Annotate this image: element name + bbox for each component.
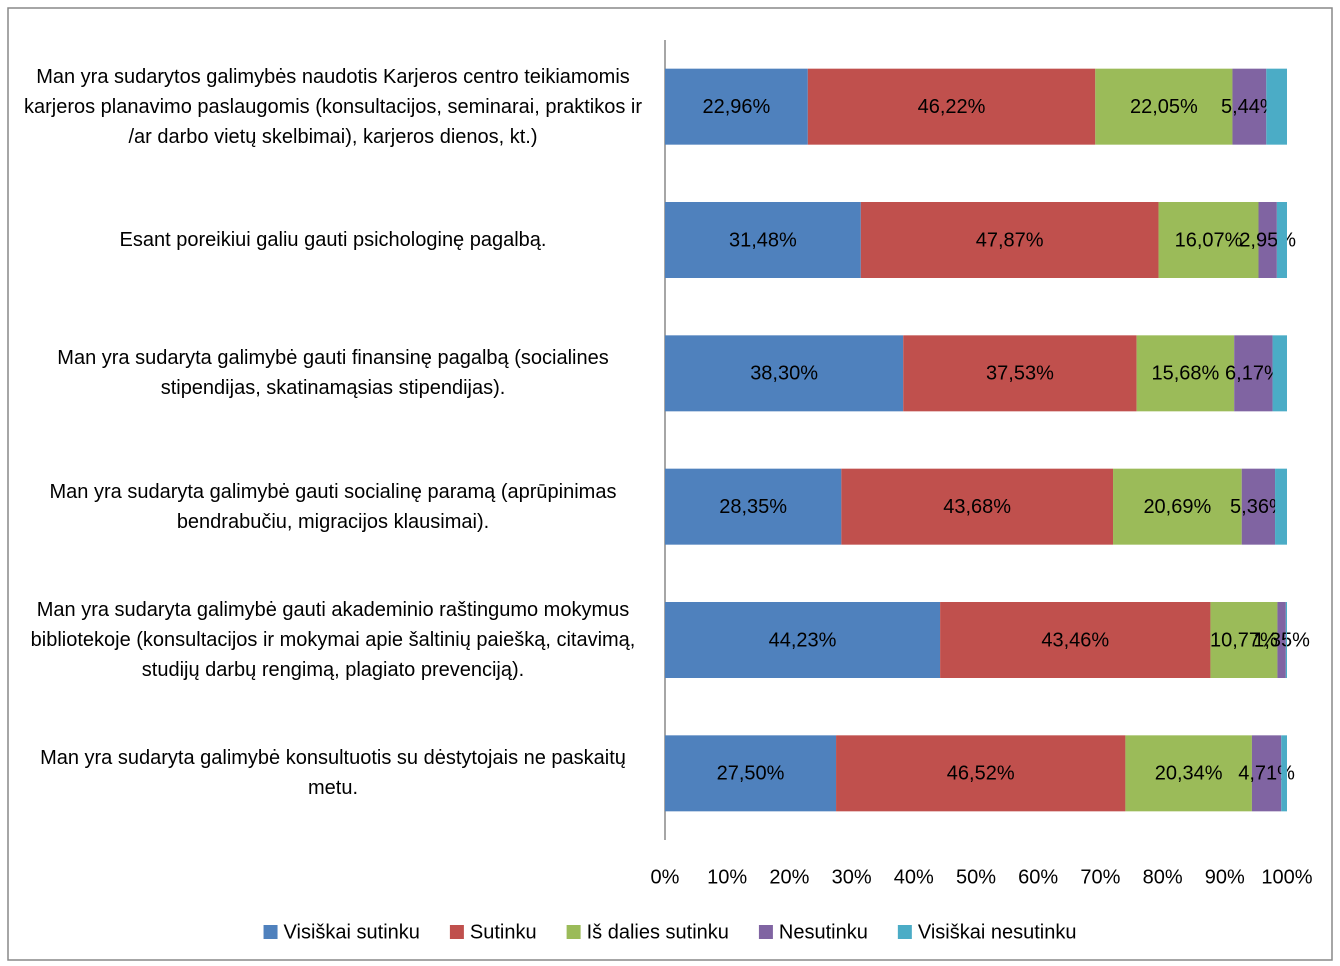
bar-segment xyxy=(1158,202,1259,278)
data-label: 15,68% xyxy=(1152,363,1220,385)
legend-swatch xyxy=(566,925,581,939)
data-label: 16,07% xyxy=(1175,229,1243,251)
x-tick-label: 100% xyxy=(1261,866,1312,888)
legend-label: Iš dalies sutinku xyxy=(587,921,729,943)
data-label: 22,96% xyxy=(702,96,770,118)
data-label: 37,53% xyxy=(986,363,1054,385)
x-tick-label: 50% xyxy=(956,866,996,888)
x-tick-label: 10% xyxy=(707,866,747,888)
bar-segment xyxy=(841,468,1114,545)
bar-segment xyxy=(836,735,1126,812)
x-tick-label: 40% xyxy=(894,866,934,888)
bar-segment xyxy=(903,335,1137,412)
data-label: 38,30% xyxy=(750,363,818,385)
x-tick-label: 80% xyxy=(1143,866,1183,888)
bar-segment xyxy=(1258,202,1277,278)
bar-segment xyxy=(1095,68,1233,145)
data-label: 5,44% xyxy=(1221,96,1278,118)
bar-segment xyxy=(1285,602,1287,678)
bar-segment xyxy=(1266,68,1287,145)
legend-label: Visiškai sutinku xyxy=(284,921,420,943)
data-label: 2,95% xyxy=(1239,229,1296,251)
bar-segment xyxy=(1275,468,1287,545)
data-label: 6,17% xyxy=(1225,363,1282,385)
bar-segment xyxy=(1277,602,1286,678)
legend-label: Visiškai nesutinku xyxy=(918,921,1077,943)
bar-segment xyxy=(860,202,1159,278)
bar-segment xyxy=(1234,335,1273,412)
bar-segment xyxy=(807,68,1096,145)
legend-label: Nesutinku xyxy=(779,921,868,943)
x-tick-label: 0% xyxy=(651,866,680,888)
category-label: Man yra sudarytos galimybės naudotis Kar… xyxy=(23,65,643,148)
data-label: 46,22% xyxy=(918,96,986,118)
bar-segment xyxy=(665,335,904,412)
x-tick-label: 60% xyxy=(1018,866,1058,888)
category-label: Man yra sudaryta galimybė gauti socialin… xyxy=(49,480,617,533)
bar-segment xyxy=(1210,602,1278,678)
x-tick-label: 30% xyxy=(832,866,872,888)
data-label: 27,50% xyxy=(717,763,785,785)
category-label: Man yra sudaryta galimybė konsultuotis s… xyxy=(40,747,626,800)
category-label: Man yra sudaryta galimybė gauti finansin… xyxy=(57,347,609,400)
data-label: 10,77% xyxy=(1210,629,1278,651)
legend-swatch xyxy=(449,925,464,939)
legend-label: Sutinku xyxy=(470,921,537,943)
data-label: 4,71% xyxy=(1238,763,1295,785)
legend-swatch xyxy=(758,925,773,939)
bar-segment xyxy=(665,602,941,678)
data-label: 1,35% xyxy=(1253,629,1310,651)
data-label: 43,68% xyxy=(943,496,1011,518)
bar-segment xyxy=(1125,735,1252,812)
data-label: 5,36% xyxy=(1230,496,1287,518)
data-label: 20,34% xyxy=(1155,763,1223,785)
data-label: 44,23% xyxy=(769,629,837,651)
bar-segment xyxy=(665,202,861,278)
x-tick-label: 90% xyxy=(1205,866,1245,888)
data-label: 31,48% xyxy=(729,229,797,251)
x-tick-label: 70% xyxy=(1080,866,1120,888)
bar-segment xyxy=(665,735,837,812)
data-label: 47,87% xyxy=(976,229,1044,251)
bar-segment xyxy=(1113,468,1242,545)
data-label: 20,69% xyxy=(1143,496,1211,518)
bar-segment xyxy=(665,68,808,145)
bar-segment xyxy=(1241,468,1276,545)
category-label: Esant poreikiui galiu gauti psichologinę… xyxy=(119,228,547,251)
bar-segment xyxy=(665,468,842,545)
category-label: Man yra sudaryta galimybė gauti akademin… xyxy=(30,598,636,681)
bar-segment xyxy=(1276,202,1287,278)
legend-swatch xyxy=(263,925,278,939)
data-label: 46,52% xyxy=(947,763,1015,785)
data-label: 28,35% xyxy=(719,496,787,518)
data-label: 22,05% xyxy=(1130,96,1198,118)
bar-segment xyxy=(1272,335,1287,412)
legend-swatch xyxy=(897,925,912,939)
data-label: 43,46% xyxy=(1041,629,1109,651)
x-tick-label: 20% xyxy=(769,866,809,888)
bar-segment xyxy=(1281,735,1287,812)
bar-segment xyxy=(1251,735,1282,812)
bar-segment xyxy=(1136,335,1235,412)
bar-segment xyxy=(1232,68,1267,145)
bar-segment xyxy=(940,602,1211,678)
